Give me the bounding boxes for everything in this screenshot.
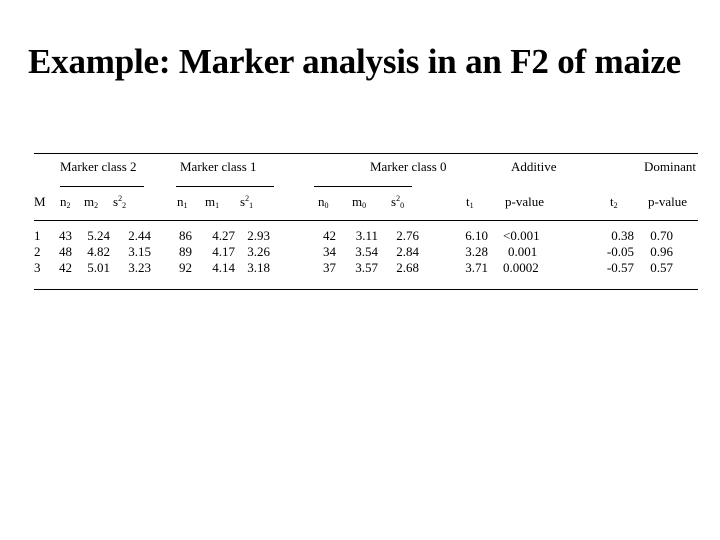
- cell-m0: 3.54: [355, 244, 378, 259]
- cell-m2: 4.82: [87, 244, 110, 259]
- group-header-class2: Marker class 2: [60, 159, 137, 174]
- group-header-additive: Additive: [511, 159, 557, 174]
- col-header-marker: M: [34, 194, 46, 209]
- cell-s0: 2.76: [396, 228, 419, 243]
- cell-n0: 37: [323, 260, 336, 275]
- cell-marker: 1: [34, 228, 41, 243]
- group-underline-class2: [60, 186, 144, 187]
- cell-m1: 4.27: [212, 228, 235, 243]
- col-header-s0: s20: [391, 194, 405, 210]
- cell-m2: 5.24: [87, 228, 110, 243]
- col-header-p1: p-value: [505, 194, 544, 209]
- cell-s2: 3.15: [128, 244, 151, 259]
- cell-n2: 43: [59, 228, 72, 243]
- col-header-m2: m2: [84, 194, 99, 210]
- cell-s2: 3.23: [128, 260, 151, 275]
- cell-n0: 34: [323, 244, 336, 259]
- col-header-s1: s21: [240, 194, 254, 210]
- cell-marker: 3: [34, 260, 41, 275]
- group-underline-class1: [176, 186, 274, 187]
- col-header-m0: m0: [352, 194, 367, 210]
- cell-s0: 2.68: [396, 260, 419, 275]
- cell-s1: 3.26: [247, 244, 270, 259]
- cell-t2: -0.05: [606, 244, 634, 259]
- cell-marker: 2: [34, 244, 41, 259]
- group-header-class1: Marker class 1: [180, 159, 257, 174]
- col-header-n1: n1: [177, 194, 188, 210]
- cell-p2: 0.57: [650, 260, 673, 275]
- cell-m0: 3.11: [355, 228, 378, 243]
- cell-p2: 0.70: [650, 228, 673, 243]
- cell-m2: 5.01: [87, 260, 110, 275]
- col-header-n2: n2: [60, 194, 71, 210]
- cell-p1: 0.001: [508, 244, 538, 259]
- col-header-t2: t2: [610, 194, 618, 210]
- cell-t2: 0.38: [611, 228, 634, 243]
- cell-p1: <0.001: [503, 228, 540, 243]
- col-header-t1: t1: [466, 194, 474, 210]
- cell-t1: 3.28: [465, 244, 488, 259]
- col-header-n0: n0: [318, 194, 329, 210]
- table-top-rule: [34, 153, 698, 154]
- col-header-p2: p-value: [648, 194, 687, 209]
- cell-p2: 0.96: [650, 244, 673, 259]
- cell-n2: 42: [59, 260, 72, 275]
- page-title: Example: Marker analysis in an F2 of mai…: [28, 42, 681, 81]
- group-underline-class0: [314, 186, 412, 187]
- cell-n1: 92: [179, 260, 192, 275]
- table-bottom-rule: [34, 289, 698, 290]
- cell-n0: 42: [323, 228, 336, 243]
- cell-t1: 6.10: [465, 228, 488, 243]
- cell-t2: -0.57: [606, 260, 634, 275]
- col-header-m1: m1: [205, 194, 220, 210]
- table-header-rule: [34, 220, 698, 221]
- group-header-class0: Marker class 0: [370, 159, 447, 174]
- cell-s2: 2.44: [128, 228, 151, 243]
- cell-m0: 3.57: [355, 260, 378, 275]
- cell-p1: 0.0002: [503, 260, 539, 275]
- cell-s1: 2.93: [247, 228, 270, 243]
- col-header-s2: s22: [113, 194, 127, 210]
- cell-s1: 3.18: [247, 260, 270, 275]
- cell-t1: 3.71: [465, 260, 488, 275]
- cell-n1: 89: [179, 244, 192, 259]
- cell-s0: 2.84: [396, 244, 419, 259]
- cell-n1: 86: [179, 228, 192, 243]
- cell-m1: 4.17: [212, 244, 235, 259]
- cell-n2: 48: [59, 244, 72, 259]
- cell-m1: 4.14: [212, 260, 235, 275]
- group-header-dominant: Dominant: [644, 159, 696, 174]
